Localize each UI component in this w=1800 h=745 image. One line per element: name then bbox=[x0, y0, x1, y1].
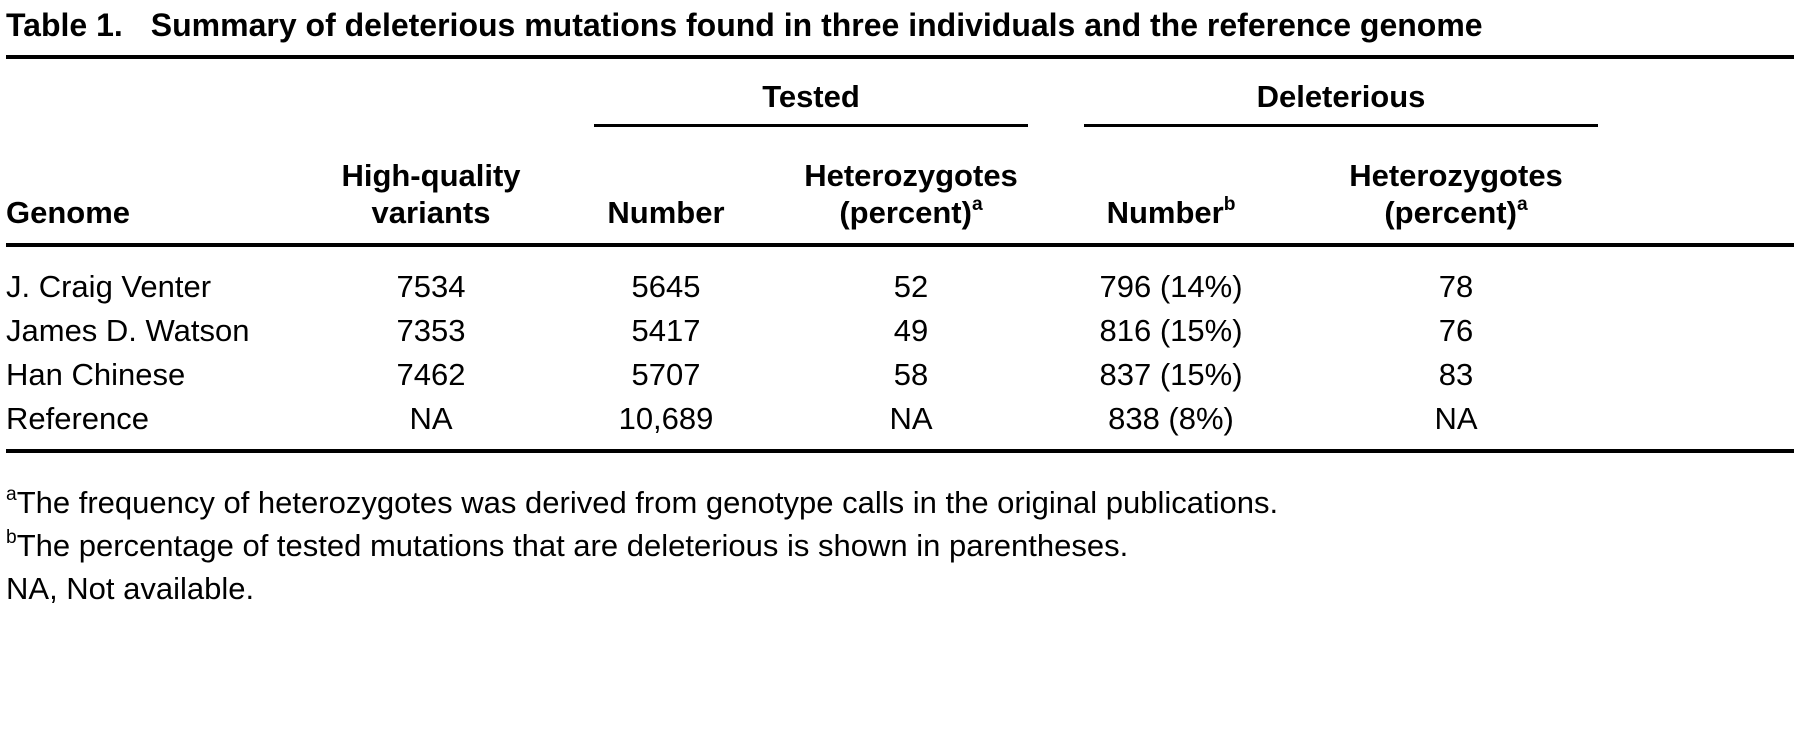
cell-deleterious-heterozygotes: 78 bbox=[1438, 269, 1474, 304]
header-line: Heterozygotes bbox=[1349, 158, 1563, 193]
footnote-marker-a: a bbox=[1516, 193, 1528, 215]
table-row-han-chinese: Han Chinese 7462 5707 58 837 (15%) 83 bbox=[6, 353, 1794, 397]
cell-deleterious-heterozygotes: NA bbox=[1286, 397, 1626, 453]
footnote-text: The frequency of heterozygotes was deriv… bbox=[16, 485, 1279, 520]
table-title: Table 1. Summary of deleterious mutations… bbox=[6, 6, 1536, 45]
spacer-cell bbox=[1626, 309, 1794, 353]
spacer-cell bbox=[1626, 127, 1794, 247]
cell-tested-number: 10,689 bbox=[566, 397, 766, 453]
column-header-tested-heterozygotes: Heterozygotes (percent)a bbox=[766, 127, 1056, 247]
column-header-tested-number: Number bbox=[566, 127, 766, 247]
table-row-venter: J. Craig Venter 7534 5645 52 796 (14%) 7… bbox=[6, 245, 1794, 309]
column-header-high-quality-variants: High-quality variants bbox=[296, 127, 566, 247]
cell-deleterious-number: 838 (8%) bbox=[1056, 397, 1286, 453]
header-line: variants bbox=[371, 195, 491, 230]
cell-genome: Han Chinese bbox=[6, 357, 186, 392]
cell-high-quality-variants: NA bbox=[296, 397, 566, 453]
cell-genome: J. Craig Venter bbox=[6, 269, 212, 304]
cell-genome: Reference bbox=[6, 397, 296, 453]
cell-tested-heterozygotes: NA bbox=[766, 397, 1056, 453]
header-line: Heterozygotes bbox=[804, 158, 1018, 193]
column-header-row: Genome High-quality variants Number Hete… bbox=[6, 127, 1794, 247]
header-line: (percent)a bbox=[839, 193, 983, 230]
footnote-b: bThe percentage of tested mutations that… bbox=[6, 524, 1794, 567]
cell-deleterious-number: 816 (15%) bbox=[1099, 313, 1243, 348]
footnote-text: The percentage of tested mutations that … bbox=[16, 528, 1129, 563]
cell-tested-number: 5417 bbox=[631, 313, 701, 348]
cell-high-quality-variants: 7353 bbox=[396, 313, 466, 348]
cell-tested-heterozygotes: 58 bbox=[893, 357, 929, 392]
cell-deleterious-number: 796 (14%) bbox=[1099, 269, 1243, 304]
spacer-cell bbox=[1626, 245, 1794, 309]
header-line: (percent)a bbox=[1384, 193, 1528, 230]
footnote-marker-a: a bbox=[971, 193, 983, 215]
table-number-label: Table 1. bbox=[6, 7, 123, 43]
footnote-a: aThe frequency of heterozygotes was deri… bbox=[6, 481, 1794, 524]
spacer-cell bbox=[1626, 397, 1794, 453]
column-header-deleterious-heterozygotes: Heterozygotes (percent)a bbox=[1286, 127, 1626, 247]
table-footnotes: aThe frequency of heterozygotes was deri… bbox=[6, 481, 1794, 610]
column-header-genome: Genome bbox=[6, 127, 296, 247]
footnote-marker-b: b bbox=[6, 526, 17, 548]
group-header-deleterious-label: Deleterious bbox=[1084, 79, 1598, 127]
spacer-cell bbox=[1626, 57, 1794, 127]
spacer-cell bbox=[1626, 353, 1794, 397]
cell-high-quality-variants: 7462 bbox=[396, 357, 466, 392]
header-line: High-quality bbox=[341, 158, 521, 193]
cell-tested-heterozygotes: 52 bbox=[893, 269, 929, 304]
summary-table: Tested Deleterious Genome High-quality v… bbox=[6, 55, 1794, 453]
group-header-deleterious: Deleterious bbox=[1056, 57, 1626, 127]
cell-tested-number: 5645 bbox=[631, 269, 701, 304]
spacer-cell bbox=[6, 57, 566, 127]
column-header-deleterious-number: Numberb bbox=[1056, 127, 1286, 247]
footnote-marker-b: b bbox=[1223, 193, 1236, 215]
cell-high-quality-variants: 7534 bbox=[396, 269, 466, 304]
cell-tested-heterozygotes: 49 bbox=[893, 313, 929, 348]
group-header-row: Tested Deleterious bbox=[6, 57, 1794, 127]
footnote-text: NA, Not available. bbox=[6, 571, 255, 606]
footnote-marker-a: a bbox=[6, 483, 17, 505]
cell-deleterious-heterozygotes: 76 bbox=[1438, 313, 1474, 348]
table-title-text: Summary of deleterious mutations found i… bbox=[150, 7, 1483, 43]
group-header-tested-label: Tested bbox=[594, 79, 1028, 127]
cell-genome: James D. Watson bbox=[6, 313, 250, 348]
group-header-tested: Tested bbox=[566, 57, 1056, 127]
cell-tested-number: 5707 bbox=[631, 357, 701, 392]
table-row-watson: James D. Watson 7353 5417 49 816 (15%) 7… bbox=[6, 309, 1794, 353]
table-row-reference: Reference NA 10,689 NA 838 (8%) NA bbox=[6, 397, 1794, 453]
footnote-na: NA, Not available. bbox=[6, 567, 1794, 610]
cell-deleterious-heterozygotes: 83 bbox=[1438, 357, 1474, 392]
cell-deleterious-number: 837 (15%) bbox=[1099, 357, 1243, 392]
